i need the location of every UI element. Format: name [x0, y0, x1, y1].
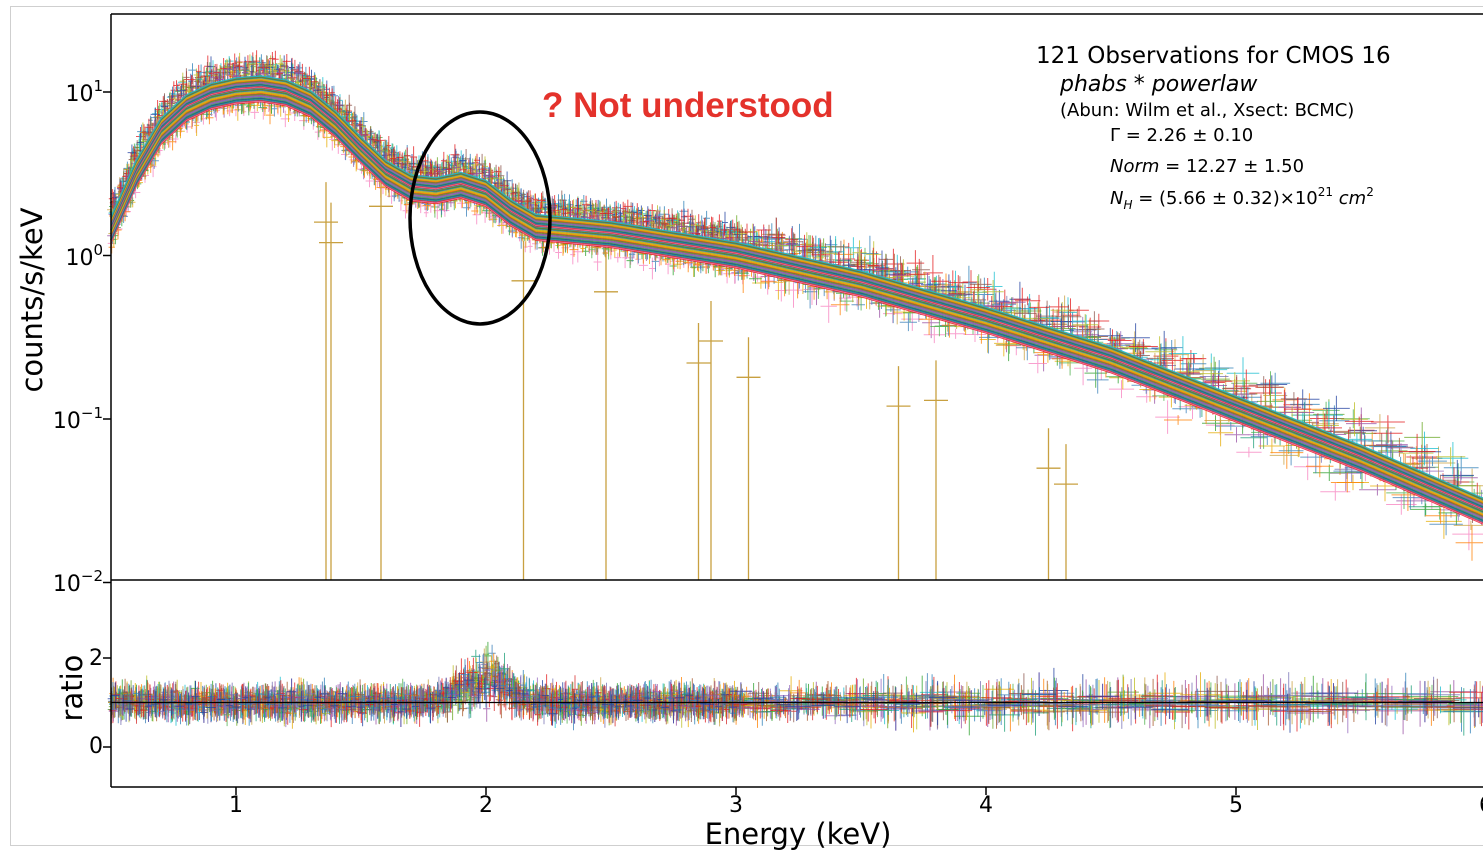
spectrum-point	[1160, 339, 1190, 370]
spectrum-point	[1226, 357, 1260, 390]
spectrum-point	[1236, 447, 1262, 458]
spectrum-point	[570, 244, 576, 265]
spectrum-point	[1191, 354, 1215, 388]
model-curve	[110, 80, 1483, 505]
model-curve	[110, 82, 1483, 506]
model-curve	[110, 89, 1483, 514]
spectrum-point	[1410, 503, 1441, 516]
model-curve	[110, 85, 1483, 510]
spectrum-point	[268, 52, 276, 66]
model-curve	[110, 90, 1483, 515]
spectrum-point	[1155, 400, 1181, 434]
model-curve	[110, 87, 1483, 511]
ratio-point	[894, 676, 919, 716]
ratio-traces	[107, 641, 1483, 736]
spectrum-point	[1154, 341, 1178, 359]
spectrum-point	[785, 228, 799, 252]
spectrum-series	[109, 81, 1483, 520]
spectrum-point	[1088, 313, 1110, 329]
model-curve	[110, 88, 1483, 513]
spectrum-point	[923, 326, 945, 344]
spectrum-point	[402, 203, 409, 219]
outlier-point	[699, 301, 723, 580]
spectrum-series	[110, 78, 1476, 517]
model-curve	[110, 89, 1483, 513]
spectrum-point	[1373, 423, 1403, 444]
model-curve	[110, 79, 1483, 504]
outlier-point	[736, 337, 761, 580]
spectrum-point	[1437, 442, 1469, 475]
figure-frame	[10, 6, 1483, 846]
spectrum-point	[1224, 427, 1249, 443]
model-curve	[110, 80, 1483, 505]
spectrum-point	[627, 251, 635, 265]
outlier-point	[369, 166, 393, 580]
spectrum-series	[108, 81, 1483, 530]
model-curve	[110, 78, 1483, 503]
spectrum-point	[879, 254, 894, 265]
spectrum-point	[1048, 297, 1069, 317]
outlier-point	[924, 360, 948, 580]
spectrum-point	[1069, 306, 1089, 315]
spectrum-point	[1312, 401, 1340, 419]
spectrum-point	[1429, 513, 1463, 536]
model-curve	[110, 84, 1483, 509]
spectrum-point	[1256, 375, 1288, 394]
model-curve	[110, 79, 1483, 503]
spectrum-point	[1014, 296, 1041, 306]
spectrum-point	[969, 278, 992, 291]
spectrum-point	[527, 239, 533, 253]
ratio-point	[1287, 705, 1335, 721]
outlier-point	[1054, 444, 1078, 580]
spectrum-series	[109, 67, 1483, 526]
outlier-point	[594, 251, 618, 580]
spectrum-point	[899, 313, 917, 332]
spectrum-traces	[107, 50, 1483, 580]
spectrum-point	[1344, 416, 1374, 427]
spectrum-point	[822, 246, 838, 261]
spectrum-point	[1164, 415, 1193, 425]
spectrum-point	[1452, 518, 1483, 551]
outlier-point	[886, 366, 911, 580]
spectrum-point	[1330, 472, 1364, 493]
spectrum-point	[1290, 399, 1320, 410]
outlier-point	[319, 202, 343, 580]
ratio-point	[1270, 687, 1310, 733]
spectrum-point	[1248, 376, 1279, 395]
spectrum-point	[1315, 401, 1343, 429]
spectrum-point	[1269, 446, 1299, 465]
spectrum-point	[1108, 380, 1135, 399]
spectrum-point	[294, 64, 303, 82]
spectrum-point	[593, 253, 602, 271]
spectrum-series	[109, 59, 1483, 516]
ratio-point	[488, 644, 496, 662]
model-curve	[110, 83, 1483, 508]
outlier-point	[686, 323, 711, 580]
ratio-point	[1325, 687, 1370, 734]
spectrum-point	[1396, 494, 1432, 508]
outlier-point	[314, 182, 338, 580]
spectrum-point	[986, 271, 1003, 302]
spectrum-point	[784, 232, 803, 251]
model-curve	[110, 81, 1483, 506]
spectrum-point	[1364, 414, 1396, 442]
model-curve	[110, 82, 1483, 507]
model-curve	[110, 87, 1483, 512]
spectrum-point	[258, 103, 268, 112]
model-curve	[110, 86, 1483, 511]
spectrum-series	[110, 74, 1474, 517]
outlier-point	[1036, 428, 1061, 580]
spectrum-point	[1028, 353, 1047, 374]
model-curve	[110, 84, 1483, 508]
